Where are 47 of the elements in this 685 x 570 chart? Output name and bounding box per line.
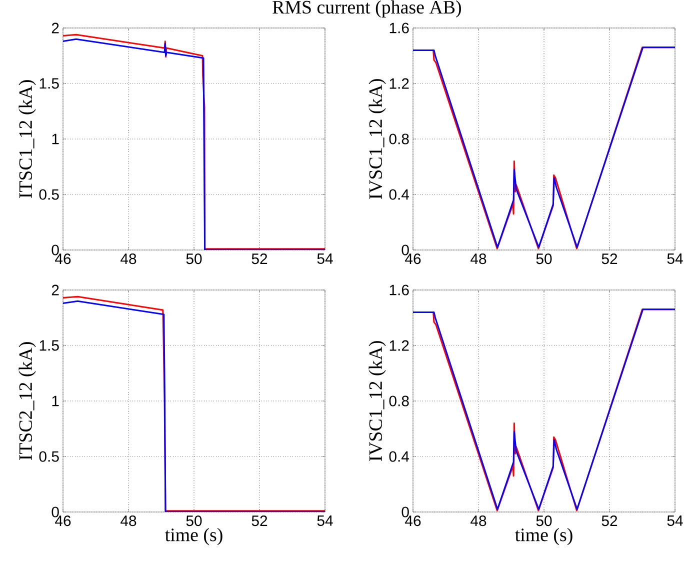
x-tick-label: 46: [55, 254, 71, 264]
y-tick-label: 0.5: [39, 189, 59, 200]
y-tick-label: 1: [52, 134, 59, 144]
x-axis-title: time (s): [165, 528, 222, 546]
x-tick-label: 50: [186, 516, 202, 526]
y-tick-label: 1.6: [390, 284, 409, 296]
x-tick-label: 54: [317, 254, 333, 264]
y-tick-label: 0.5: [39, 451, 59, 462]
y-tick-label: 0: [52, 506, 59, 518]
x-tick-label: 54: [667, 516, 683, 526]
y-axis-title: IVSC1_12 (kA): [368, 341, 386, 462]
x-tick-label: 48: [470, 516, 486, 526]
x-tick-label: 48: [470, 254, 486, 264]
x-tick-label: 50: [536, 254, 552, 264]
y-tick-label: 1: [52, 396, 59, 406]
x-tick-label: 46: [405, 254, 421, 264]
x-tick-label: 52: [602, 254, 618, 264]
y-axis-title: ITSC2_12 (kA): [18, 342, 36, 460]
x-tick-label: 54: [317, 516, 333, 526]
y-tick-label: 1.2: [390, 340, 409, 351]
y-tick-label: 1.2: [390, 78, 409, 89]
x-axis-title: time (s): [515, 528, 572, 546]
y-tick-label: 0: [402, 244, 409, 256]
x-tick-label: 50: [186, 254, 202, 264]
text: RMS current (phase AB): [272, 0, 461, 18]
y-tick-label: 1.6: [390, 22, 409, 34]
x-tick-label: 52: [252, 254, 268, 264]
y-tick-label: 0: [52, 244, 59, 256]
x-tick-label: 50: [536, 516, 552, 526]
y-tick-label: 0.4: [389, 451, 410, 462]
x-tick-label: 52: [252, 516, 268, 526]
x-tick-label: 54: [667, 254, 683, 264]
x-tick-label: 46: [405, 516, 421, 526]
y-axis-title: ITSC1_12 (kA): [18, 80, 36, 198]
y-tick-label: 2: [52, 22, 59, 34]
x-tick-label: 48: [120, 254, 136, 264]
y-axis-title: IVSC1_12 (kA): [368, 79, 386, 200]
y-tick-label: 1.5: [40, 78, 59, 89]
y-tick-label: 1.5: [40, 340, 59, 351]
y-tick-label: 2: [52, 284, 59, 296]
x-tick-label: 52: [602, 516, 618, 526]
y-tick-label: 0.8: [389, 396, 409, 406]
x-tick-label: 46: [55, 516, 71, 526]
y-tick-label: 0.4: [389, 189, 410, 200]
y-tick-label: 0: [402, 506, 409, 518]
x-tick-label: 48: [120, 516, 136, 526]
y-tick-label: 0.8: [389, 134, 409, 144]
